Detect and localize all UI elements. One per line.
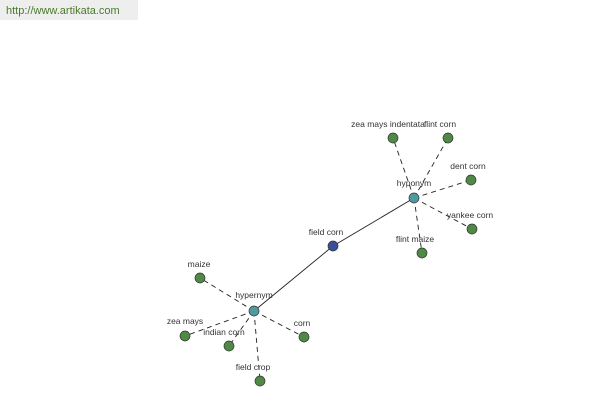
node-label: corn — [294, 318, 311, 328]
edge — [413, 179, 472, 199]
edge — [392, 137, 415, 199]
node — [387, 132, 399, 144]
node — [416, 247, 428, 259]
edge — [332, 197, 415, 247]
node-label: dent corn — [450, 161, 486, 171]
node — [179, 330, 191, 342]
edge — [228, 310, 255, 347]
node — [254, 375, 266, 387]
node-label: maize — [188, 259, 211, 269]
node — [194, 272, 206, 284]
edge — [413, 197, 423, 254]
node — [408, 192, 420, 204]
node-label: flint corn — [424, 119, 456, 129]
edge — [253, 245, 334, 312]
node-label: flint maize — [396, 234, 435, 244]
edge — [184, 310, 255, 337]
node — [327, 240, 339, 252]
node-label: field crop — [236, 362, 271, 372]
edge — [413, 197, 473, 230]
node-label: zea mays — [167, 316, 203, 326]
node — [465, 174, 477, 186]
node — [466, 223, 478, 235]
node — [442, 132, 454, 144]
site-url[interactable]: http://www.artikata.com — [0, 0, 138, 20]
edge — [413, 137, 449, 199]
node-label: indian corn — [203, 327, 245, 337]
edge — [199, 277, 255, 312]
node-label: yankee corn — [447, 210, 494, 220]
node — [248, 305, 260, 317]
node-label: hypernym — [235, 290, 272, 300]
edge — [253, 310, 261, 382]
node — [223, 340, 235, 352]
edge — [253, 310, 305, 338]
node-label: zea mays indentata — [351, 119, 425, 129]
node-label: hyponym — [397, 178, 432, 188]
node — [298, 331, 310, 343]
node-label: field corn — [309, 227, 344, 237]
